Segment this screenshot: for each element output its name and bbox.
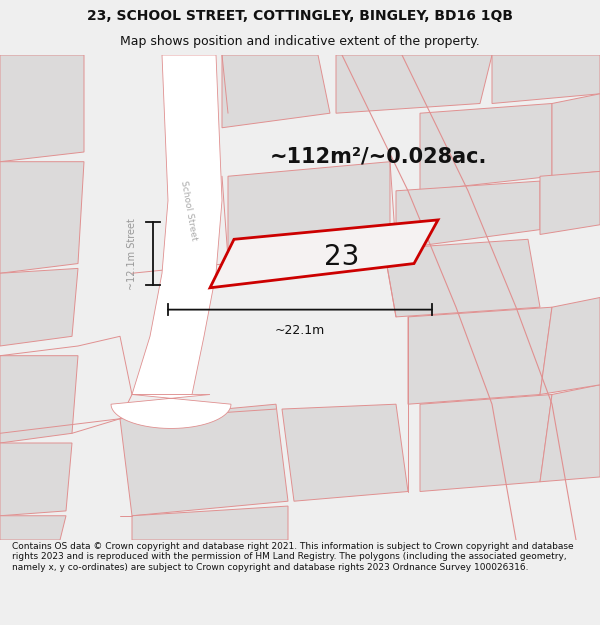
Polygon shape bbox=[552, 94, 600, 176]
Text: ~12.1m Street: ~12.1m Street bbox=[127, 218, 137, 290]
Text: Contains OS data © Crown copyright and database right 2021. This information is : Contains OS data © Crown copyright and d… bbox=[12, 542, 574, 571]
Polygon shape bbox=[384, 239, 540, 317]
Polygon shape bbox=[540, 171, 600, 234]
Polygon shape bbox=[210, 220, 438, 288]
Text: Map shows position and indicative extent of the property.: Map shows position and indicative extent… bbox=[120, 35, 480, 48]
Polygon shape bbox=[111, 394, 231, 428]
Polygon shape bbox=[0, 516, 66, 540]
Polygon shape bbox=[0, 268, 78, 346]
Polygon shape bbox=[0, 55, 84, 162]
Polygon shape bbox=[540, 385, 600, 482]
Polygon shape bbox=[120, 404, 288, 516]
Polygon shape bbox=[420, 394, 552, 491]
Polygon shape bbox=[132, 506, 288, 540]
Polygon shape bbox=[0, 356, 78, 443]
Text: 23: 23 bbox=[325, 244, 359, 271]
Text: ~112m²/~0.028ac.: ~112m²/~0.028ac. bbox=[269, 147, 487, 167]
Polygon shape bbox=[0, 162, 84, 273]
Text: School Street: School Street bbox=[179, 179, 199, 241]
Polygon shape bbox=[222, 55, 330, 128]
Polygon shape bbox=[282, 404, 408, 501]
Polygon shape bbox=[336, 55, 492, 113]
Text: 23, SCHOOL STREET, COTTINGLEY, BINGLEY, BD16 1QB: 23, SCHOOL STREET, COTTINGLEY, BINGLEY, … bbox=[87, 9, 513, 24]
Polygon shape bbox=[408, 308, 552, 404]
Polygon shape bbox=[420, 104, 552, 191]
Polygon shape bbox=[396, 181, 540, 249]
Polygon shape bbox=[0, 443, 72, 516]
Polygon shape bbox=[492, 55, 600, 104]
Polygon shape bbox=[228, 162, 390, 259]
Polygon shape bbox=[132, 55, 222, 394]
Polygon shape bbox=[540, 298, 600, 394]
Text: ~22.1m: ~22.1m bbox=[275, 324, 325, 337]
